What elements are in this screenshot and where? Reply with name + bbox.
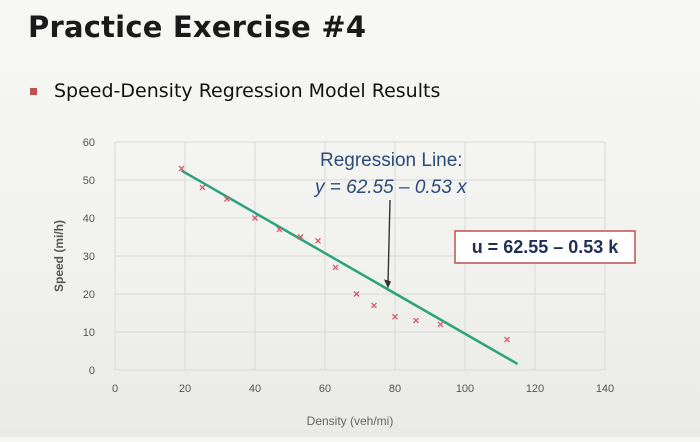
- data-point: [178, 165, 185, 172]
- x-tick-label: 120: [526, 383, 544, 395]
- data-point: [413, 317, 419, 324]
- y-axis-label: Speed (mi/h): [52, 220, 66, 292]
- x-tick-label: 140: [596, 383, 614, 395]
- callout-title: Regression Line:: [320, 150, 463, 171]
- x-tick-labels: 0 20 40 60 80 100 120 140: [112, 383, 614, 395]
- chart-svg: 0 10 20 30 40 50 60 0 20 40 60 80 100 120 140 Regress…: [52, 137, 636, 428]
- y-tick-label: 40: [83, 213, 95, 225]
- data-point: [224, 196, 230, 202]
- y-tick-label: 60: [83, 137, 95, 149]
- callout-equation: y = 62.55 – 0.53 x: [313, 177, 468, 198]
- bullet-item: Speed-Density Regression Model Results: [30, 80, 440, 102]
- data-point: [504, 336, 510, 343]
- x-tick-label: 40: [249, 383, 261, 395]
- bullet-square-icon: [30, 87, 37, 95]
- y-tick-label: 30: [83, 251, 95, 263]
- x-tick-label: 0: [112, 383, 118, 395]
- callout-arrowhead: [384, 279, 391, 289]
- data-point: [297, 234, 304, 240]
- x-axis-label: Density (veh/mi): [307, 414, 394, 428]
- data-point: [315, 237, 321, 244]
- data-point: [332, 264, 339, 271]
- equation-box: [454, 230, 636, 264]
- regression-line: [180, 169, 519, 366]
- y-tick-label: 20: [83, 289, 95, 301]
- x-tick-label: 60: [319, 383, 331, 395]
- chart: 0 10 20 30 40 50 60 0 20 40 60 80 100 120 140 Regress…: [45, 120, 685, 437]
- data-point: [252, 215, 258, 221]
- data-point: [437, 321, 444, 328]
- x-tick-label: 80: [389, 383, 401, 395]
- data-point: [276, 226, 283, 233]
- data-point: [199, 184, 206, 191]
- y-tick-label: 50: [83, 175, 95, 187]
- callout-arrow: [387, 199, 391, 284]
- bullet-text: Speed-Density Regression Model Results: [54, 80, 441, 102]
- data-point: [392, 313, 398, 320]
- y-tick-label: 10: [83, 327, 95, 339]
- equation-box-text: u = 62.55 – 0.53 k: [472, 237, 620, 257]
- y-tick-label: 0: [89, 365, 95, 377]
- slide-title: Practice Exercise #4: [28, 10, 367, 44]
- data-point: [371, 302, 377, 309]
- x-tick-label: 20: [179, 383, 191, 395]
- data-points: [178, 165, 510, 343]
- data-point: [353, 291, 360, 297]
- x-tick-label: 100: [456, 383, 474, 395]
- y-tick-labels: 0 10 20 30 40 50 60: [83, 137, 95, 377]
